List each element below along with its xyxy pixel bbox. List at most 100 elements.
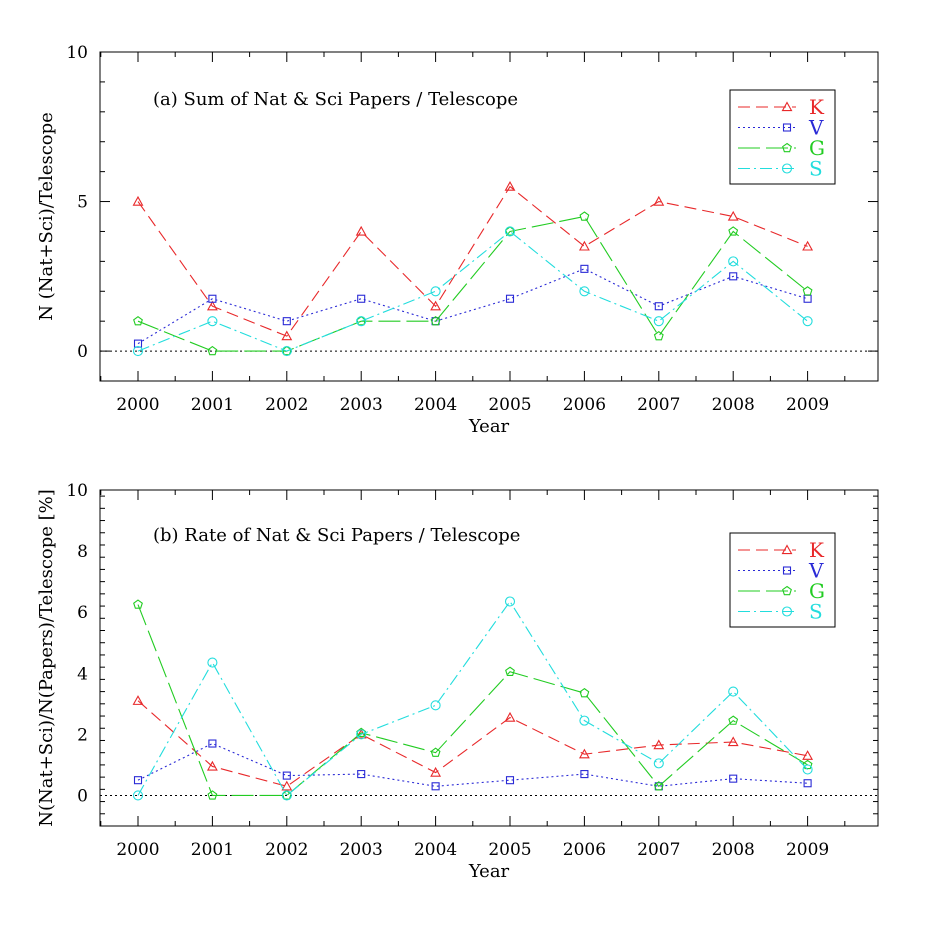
x-tick-label: 2001 [191,395,234,415]
x-tick-label: 2000 [116,840,159,860]
data-point-S [579,286,590,297]
data-point-K [653,195,665,206]
x-tick-label: 2001 [191,840,234,860]
series-line-V [137,268,808,345]
series-line-K [137,185,808,337]
data-point-S [504,596,516,607]
x-tick-label: 2007 [637,840,680,860]
data-point-K [578,748,590,759]
x-tick-label: 2002 [265,395,308,415]
legend-marker-G [782,585,792,596]
plot-frame [99,489,879,827]
data-point-V [282,771,291,780]
data-point-G [728,715,739,725]
data-point-S [802,316,813,327]
y-tick-label: 5 [77,193,88,213]
data-point-G [505,666,515,676]
x-tick-label: 2008 [712,840,755,860]
data-point-K [281,330,293,341]
data-point-G [430,747,441,757]
data-point-K [504,711,516,722]
series-G [133,211,813,356]
data-point-S [653,758,664,769]
data-point-G [802,286,813,296]
series-K [132,695,814,791]
data-point-G [579,687,590,698]
legend-marker-V [782,566,792,575]
x-tick-label: 2004 [414,840,457,860]
series-line-S [137,600,808,797]
data-point-G [505,226,515,236]
data-point-V [357,294,366,303]
data-point-K [802,750,814,760]
data-point-G [653,330,664,341]
data-point-V [357,770,366,779]
data-point-V [803,779,812,788]
legend-label-G: G [809,579,825,603]
chart-title: (b) Rate of Nat & Sci Papers / Telescope [153,525,520,546]
data-point-V [505,294,515,303]
data-point-V [505,776,515,785]
x-tick-label: 2003 [340,840,383,860]
data-point-G [281,790,292,800]
legend-label-V: V [808,559,824,583]
chart-title: (a) Sum of Nat & Sci Papers / Telescope [153,89,518,110]
x-tick-label: 2009 [786,395,829,415]
y-tick-label: 10 [66,43,88,63]
data-point-S [728,686,739,697]
data-point-S [207,657,218,668]
series-S [132,596,813,801]
plot-frame [99,51,879,382]
y-tick-label: 0 [77,786,88,806]
data-point-K [578,240,590,251]
legend-marker-G [782,142,792,153]
data-point-G [728,226,739,236]
data-point-K [132,695,144,705]
data-point-V [580,770,589,779]
data-point-S [207,316,218,327]
data-point-G [133,316,143,326]
data-point-V [580,264,589,273]
x-tick-label: 2003 [340,395,383,415]
legend-label-V: V [808,116,824,140]
legend-marker-K [781,544,793,555]
data-point-V [431,782,440,791]
x-tick-label: 2004 [414,395,457,415]
data-point-V [208,739,217,748]
series-line-K [137,700,808,787]
panel-b: 0 2 4 6 8 10 2000 2001 2002 2003 2004 2005 2006 2007 2… [36,481,879,882]
series-V [133,264,812,348]
data-point-S [356,316,367,327]
y-tick-label: 10 [66,481,88,501]
x-tick-label: 2002 [265,840,308,860]
legend-marker-K [781,101,793,112]
legend-label-S: S [809,600,823,624]
series-V [133,739,812,791]
data-point-G [430,316,441,326]
y-tick-label: 0 [77,342,88,362]
data-point-S [430,286,441,297]
x-tick-label: 2005 [488,840,531,860]
series-line-G [137,215,808,352]
data-point-S [281,790,292,801]
data-point-S [132,346,144,357]
data-point-V [803,294,812,303]
data-point-K [430,766,442,777]
data-point-G [579,211,590,221]
legend-label-K: K [809,538,825,562]
data-point-V [282,317,291,326]
data-point-K [802,240,814,251]
data-point-K [281,780,293,791]
legend-label-S: S [809,157,823,181]
legend-marker-V [782,123,792,132]
data-point-V [729,774,738,783]
series-line-G [137,604,808,797]
x-axis-label: Year [468,416,510,437]
data-point-S [430,700,441,711]
data-point-K [206,300,218,311]
data-point-S [802,764,813,775]
y-axis-label: N (Nat+Sci)/Telescope [36,112,57,321]
x-tick-label: 2005 [488,395,531,415]
